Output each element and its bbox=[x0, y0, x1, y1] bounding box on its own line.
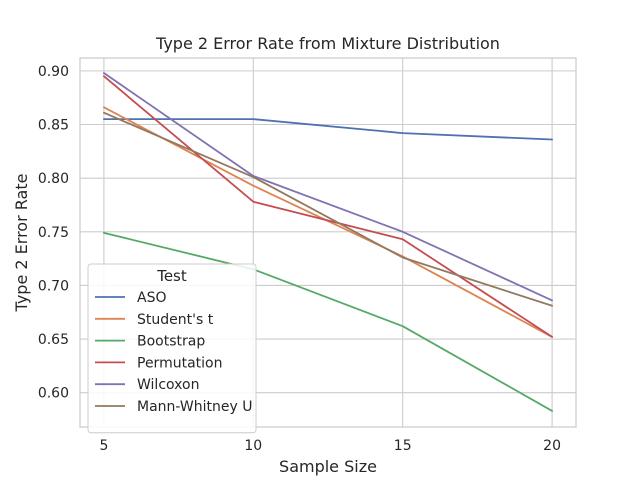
series-lines bbox=[103, 72, 553, 412]
legend-entry: Bootstrap bbox=[137, 334, 205, 350]
y-tick-label: 0.65 bbox=[38, 332, 69, 348]
legend: Test ASO Student's t Bootstrap Permutation W… bbox=[87, 263, 257, 434]
legend-entry: Student's t bbox=[137, 312, 214, 328]
x-tick-label: 10 bbox=[244, 438, 262, 454]
chart-title: Type 2 Error Rate from Mixture Distribut… bbox=[155, 34, 500, 53]
series-line bbox=[103, 231, 553, 412]
x-axis-ticks: 5 10 15 20 bbox=[99, 438, 561, 454]
series-line bbox=[103, 111, 553, 307]
grid-lines bbox=[80, 58, 576, 427]
x-tick-label: 5 bbox=[99, 438, 108, 454]
y-tick-label: 0.75 bbox=[38, 225, 69, 241]
y-tick-label: 0.90 bbox=[38, 64, 69, 80]
y-axis-ticks: 0.60 0.65 0.70 0.75 0.80 0.85 0.90 bbox=[38, 64, 69, 402]
y-tick-label: 0.70 bbox=[38, 278, 69, 294]
y-tick-label: 0.85 bbox=[38, 118, 69, 134]
series-line bbox=[103, 72, 553, 302]
x-tick-label: 20 bbox=[543, 438, 561, 454]
y-tick-label: 0.80 bbox=[38, 171, 69, 187]
y-axis-label: Type 2 Error Rate bbox=[12, 174, 31, 313]
plot-area-frame bbox=[79, 57, 577, 428]
legend-entry: Wilcoxon bbox=[137, 377, 199, 393]
legend-entry: Mann-Whitney U bbox=[137, 399, 252, 415]
x-tick-label: 15 bbox=[394, 438, 412, 454]
series-line bbox=[103, 75, 553, 338]
series-line bbox=[103, 118, 553, 141]
y-tick-label: 0.60 bbox=[38, 386, 69, 402]
legend-title: Test bbox=[156, 267, 187, 285]
legend-entry: ASO bbox=[137, 290, 166, 306]
legend-entry: Permutation bbox=[137, 355, 222, 371]
legend-box bbox=[87, 263, 257, 434]
x-axis-label: Sample Size bbox=[279, 457, 377, 476]
